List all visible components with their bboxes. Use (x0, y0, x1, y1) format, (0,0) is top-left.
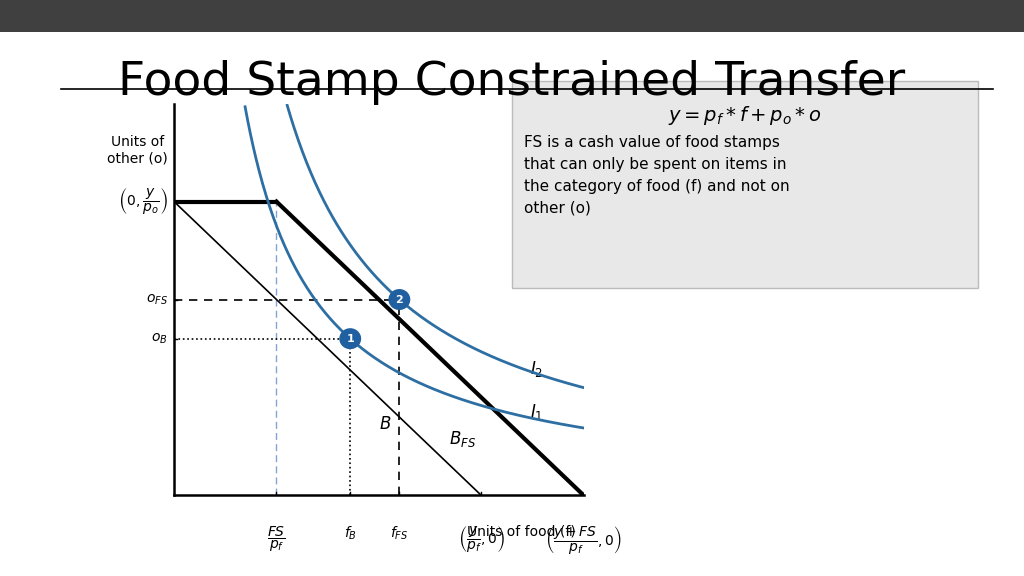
Text: $y = p_f * f + p_o * o$: $y = p_f * f + p_o * o$ (669, 104, 821, 127)
Text: 1: 1 (346, 334, 354, 344)
Text: FS is a cash value of food stamps
that can only be spent on items in
the categor: FS is a cash value of food stamps that c… (524, 135, 790, 215)
Text: $o_B$: $o_B$ (152, 331, 168, 346)
Text: $o_{FS}$: $o_{FS}$ (146, 293, 168, 306)
Text: Units of food (f): Units of food (f) (467, 525, 575, 539)
Text: 2: 2 (395, 294, 403, 305)
Text: $I_2$: $I_2$ (530, 359, 544, 379)
Text: $\dfrac{FS}{p_f}$: $\dfrac{FS}{p_f}$ (267, 525, 286, 554)
Text: Food Stamp Constrained Transfer: Food Stamp Constrained Transfer (119, 60, 905, 105)
Circle shape (389, 290, 410, 309)
Text: $B_{FS}$: $B_{FS}$ (449, 430, 475, 449)
Text: $\left(\dfrac{y}{p_f},0\right)$: $\left(\dfrac{y}{p_f},0\right)$ (458, 525, 505, 555)
Text: $\left(0,\dfrac{y}{p_o}\right)$: $\left(0,\dfrac{y}{p_o}\right)$ (118, 187, 168, 217)
Text: $B$: $B$ (379, 415, 391, 433)
Circle shape (340, 329, 360, 348)
Text: $\left(\dfrac{y+FS}{p_f},0\right)$: $\left(\dfrac{y+FS}{p_f},0\right)$ (546, 525, 622, 557)
Text: $I_1$: $I_1$ (530, 402, 544, 422)
Text: $f_B$: $f_B$ (344, 525, 356, 542)
Text: Units of
other (o): Units of other (o) (106, 135, 168, 165)
Text: $f_{FS}$: $f_{FS}$ (390, 525, 409, 542)
